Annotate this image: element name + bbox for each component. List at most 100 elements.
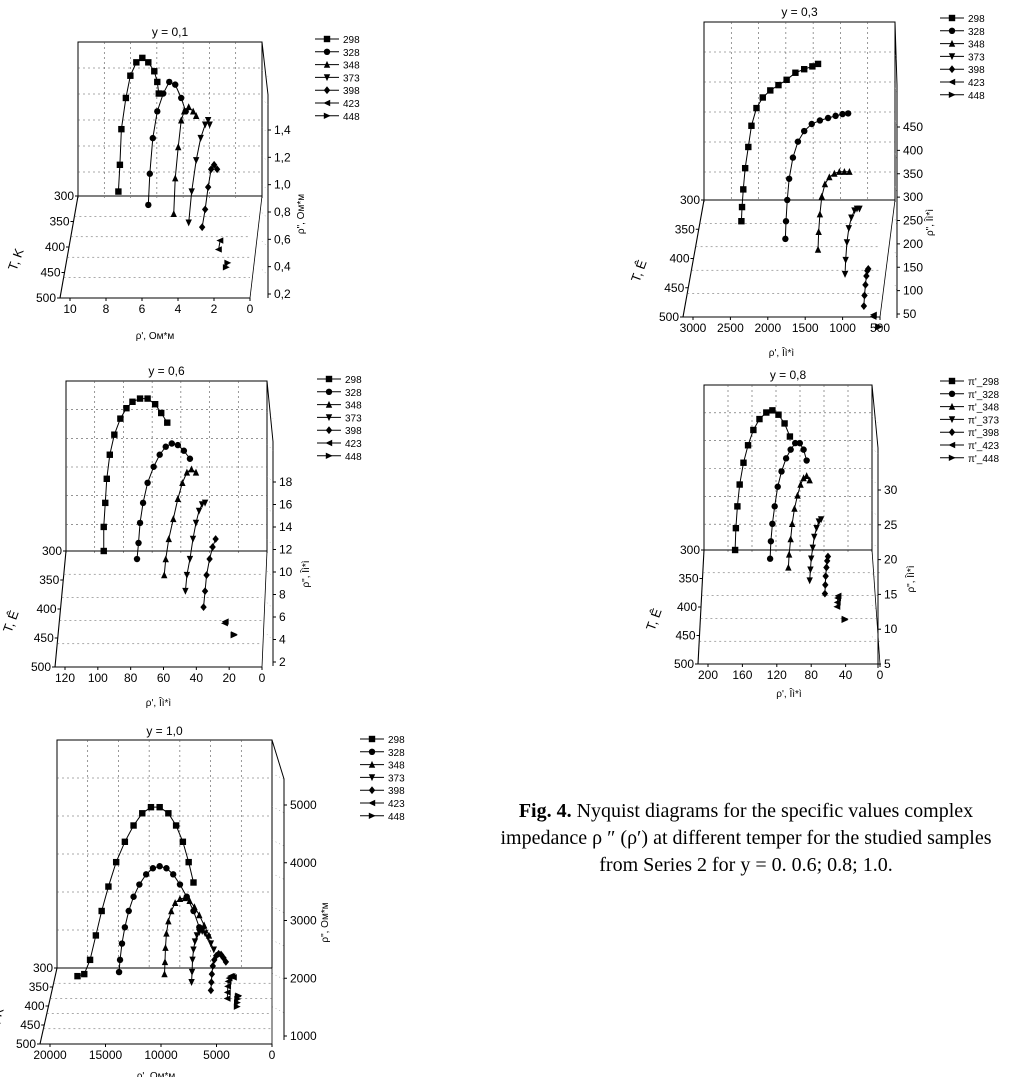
legend-label: 423 bbox=[968, 78, 985, 89]
data-point bbox=[116, 956, 124, 964]
data-point bbox=[784, 196, 791, 204]
data-point bbox=[103, 475, 110, 482]
data-point bbox=[188, 968, 196, 976]
z-tick-label: 18 bbox=[279, 475, 293, 489]
grid-line bbox=[266, 539, 274, 546]
data-point bbox=[115, 188, 122, 195]
data-point bbox=[174, 441, 182, 449]
data-point bbox=[822, 581, 829, 589]
data-point bbox=[823, 557, 831, 565]
data-point bbox=[144, 479, 151, 487]
series-π'_298 bbox=[731, 407, 794, 554]
data-point bbox=[115, 968, 123, 976]
grid-line bbox=[261, 212, 269, 219]
legend-label: 328 bbox=[388, 748, 405, 759]
data-point bbox=[165, 917, 172, 925]
t-axis-label: T, K bbox=[0, 1005, 7, 1031]
x-axis-label: ρ', Ом*м bbox=[137, 1071, 176, 1077]
grid-line bbox=[266, 507, 274, 514]
data-point bbox=[185, 219, 192, 227]
data-point bbox=[806, 577, 813, 585]
data-point bbox=[162, 943, 169, 951]
data-point bbox=[149, 134, 156, 142]
legend-label: 448 bbox=[345, 452, 362, 463]
grid-line bbox=[261, 184, 269, 191]
legend-label: 398 bbox=[345, 426, 362, 437]
data-point bbox=[145, 201, 152, 209]
data-point bbox=[162, 555, 169, 563]
data-point bbox=[178, 94, 185, 102]
data-point bbox=[808, 120, 815, 128]
legend-marker bbox=[325, 388, 333, 395]
x-tick-label: 0 bbox=[877, 668, 884, 682]
grid-line bbox=[871, 636, 879, 643]
data-point bbox=[196, 911, 203, 919]
side-wall bbox=[266, 380, 274, 666]
z-tick-label: 16 bbox=[279, 498, 293, 512]
data-point bbox=[862, 280, 869, 289]
data-point bbox=[787, 446, 794, 453]
series-π'_348 bbox=[785, 472, 813, 571]
z-tick-label: 14 bbox=[279, 520, 293, 534]
data-point bbox=[181, 107, 188, 115]
x-tick-label: 2000 bbox=[754, 321, 781, 335]
data-point bbox=[235, 992, 243, 999]
data-point bbox=[183, 571, 191, 579]
series-373 bbox=[182, 499, 209, 595]
series-line bbox=[734, 409, 791, 551]
legend-marker bbox=[323, 35, 331, 43]
data-point bbox=[839, 110, 846, 118]
data-point bbox=[127, 72, 134, 79]
legend-marker bbox=[325, 400, 333, 408]
data-point bbox=[170, 871, 177, 878]
t-tick-label: 350 bbox=[678, 572, 698, 586]
data-point bbox=[191, 938, 199, 946]
z-tick-label: 10 bbox=[884, 622, 898, 636]
data-point bbox=[185, 858, 192, 866]
legend-marker bbox=[368, 786, 376, 795]
grid-line bbox=[261, 240, 269, 248]
legend-marker bbox=[948, 428, 956, 437]
data-point bbox=[201, 930, 209, 938]
data-point bbox=[767, 538, 775, 545]
series-423 bbox=[221, 618, 229, 627]
grid-line bbox=[266, 570, 274, 578]
data-point bbox=[161, 571, 168, 579]
data-point bbox=[740, 459, 747, 466]
grid-line bbox=[271, 906, 285, 913]
data-point bbox=[214, 246, 222, 253]
grid-line bbox=[871, 479, 879, 486]
z-tick-label: 1,0 bbox=[274, 178, 291, 192]
x-tick-label: 1000 bbox=[829, 321, 856, 335]
legend-marker bbox=[325, 414, 333, 422]
data-point bbox=[832, 112, 839, 120]
x-tick-label: 0 bbox=[247, 302, 254, 316]
data-point bbox=[738, 218, 745, 225]
x-axis-label: ρ', Îì*ì bbox=[776, 687, 802, 700]
grid-line bbox=[266, 444, 274, 451]
z-tick-label: 20 bbox=[884, 553, 898, 567]
data-point bbox=[200, 603, 207, 612]
data-point bbox=[175, 143, 182, 151]
data-point bbox=[206, 555, 213, 563]
data-point bbox=[144, 395, 151, 402]
z-tick-label: 450 bbox=[903, 120, 923, 134]
series-423 bbox=[223, 972, 237, 1002]
x-tick-label: 5000 bbox=[203, 1048, 230, 1062]
data-point bbox=[162, 443, 169, 450]
data-point bbox=[821, 180, 829, 188]
grid-line bbox=[261, 127, 269, 134]
data-point bbox=[792, 69, 799, 76]
series-line bbox=[784, 112, 849, 239]
data-point bbox=[74, 972, 81, 980]
data-point bbox=[778, 468, 785, 475]
data-point bbox=[845, 225, 853, 232]
data-point bbox=[210, 160, 218, 169]
side-wall bbox=[261, 41, 269, 298]
legend-label: 398 bbox=[968, 65, 985, 76]
grid-line bbox=[271, 839, 285, 847]
data-point bbox=[856, 205, 863, 213]
data-point bbox=[230, 631, 238, 638]
t-tick-label: 300 bbox=[33, 961, 53, 975]
